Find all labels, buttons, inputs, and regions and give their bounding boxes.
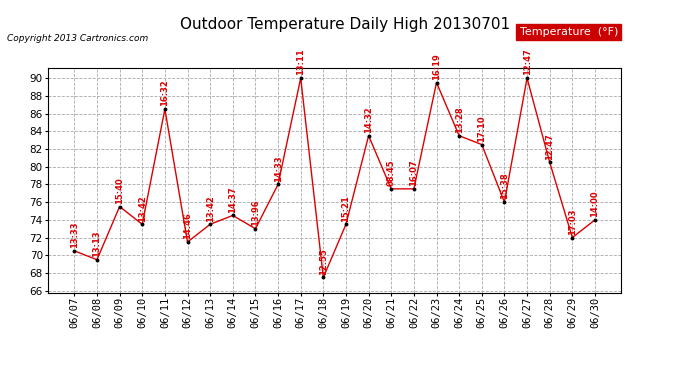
- Text: 14:33: 14:33: [273, 155, 283, 182]
- Text: 12:55: 12:55: [319, 248, 328, 275]
- Text: 14:32: 14:32: [364, 106, 373, 133]
- Text: 13:42: 13:42: [138, 195, 147, 222]
- Text: 14:00: 14:00: [591, 190, 600, 217]
- Text: 13:11: 13:11: [296, 49, 305, 75]
- Text: 15:40: 15:40: [115, 177, 124, 204]
- Text: 13:42: 13:42: [206, 195, 215, 222]
- Text: 16:19: 16:19: [432, 53, 441, 80]
- Text: 08:45: 08:45: [386, 160, 396, 186]
- Text: Outdoor Temperature Daily High 20130701: Outdoor Temperature Daily High 20130701: [180, 17, 510, 32]
- Text: 14:37: 14:37: [228, 186, 237, 213]
- Text: Temperature  (°F): Temperature (°F): [520, 27, 618, 37]
- Text: 13:28: 13:28: [455, 106, 464, 133]
- Text: 13:33: 13:33: [70, 222, 79, 248]
- Text: 15:38: 15:38: [500, 173, 509, 200]
- Text: 15:21: 15:21: [342, 195, 351, 222]
- Text: 16:32: 16:32: [160, 80, 169, 106]
- Text: Copyright 2013 Cartronics.com: Copyright 2013 Cartronics.com: [7, 34, 148, 43]
- Text: 14:46: 14:46: [183, 213, 192, 239]
- Text: 12:47: 12:47: [545, 133, 554, 160]
- Text: 13:96: 13:96: [251, 200, 260, 226]
- Text: 17:10: 17:10: [477, 115, 486, 142]
- Text: 13:13: 13:13: [92, 231, 101, 257]
- Text: 16:07: 16:07: [409, 160, 418, 186]
- Text: 17:03: 17:03: [568, 209, 577, 235]
- Text: 12:47: 12:47: [522, 49, 531, 75]
